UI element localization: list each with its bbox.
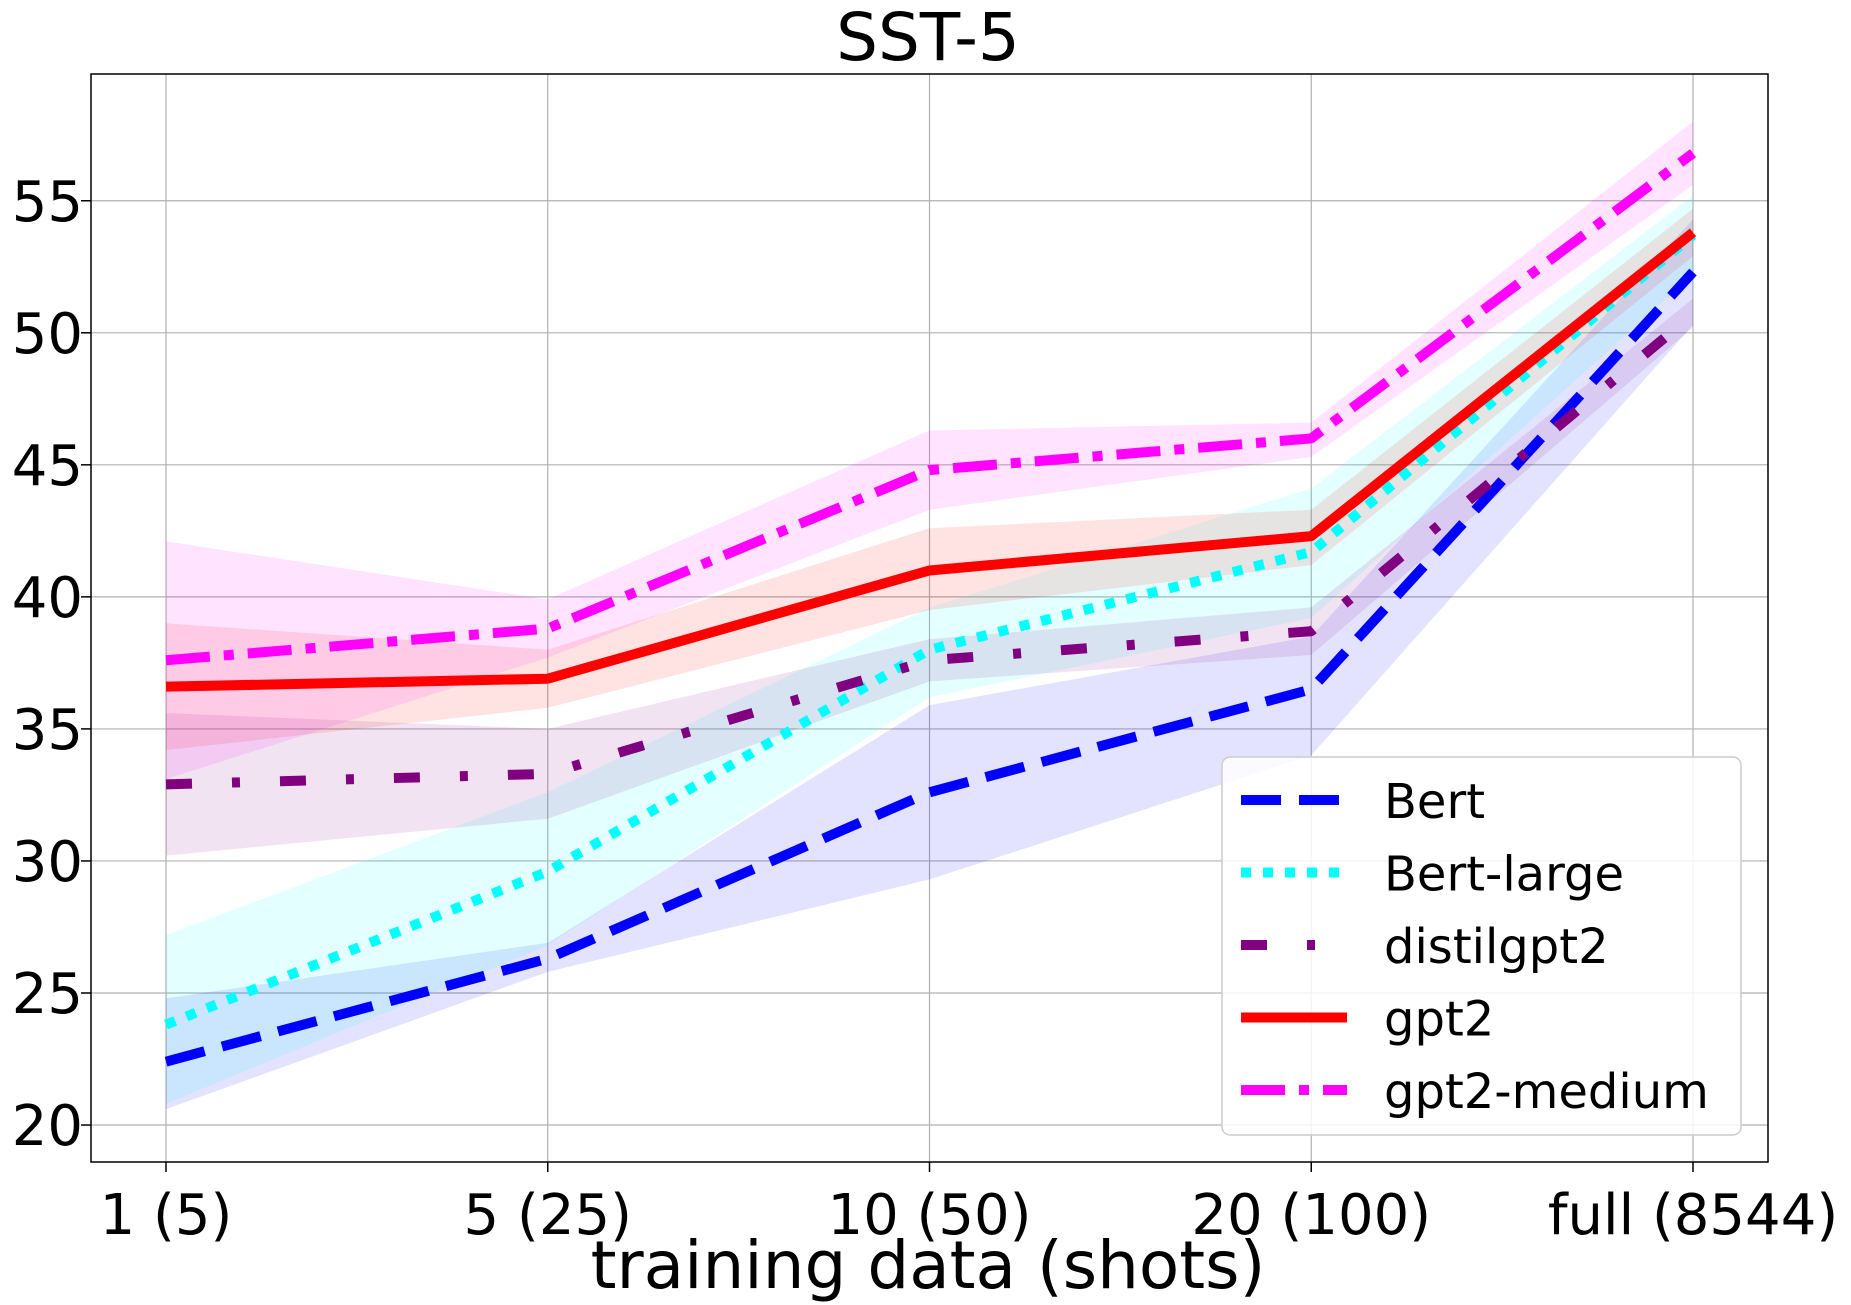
point-gpt2-medium	[165, 659, 167, 661]
point-gpt2-medium	[1692, 152, 1694, 154]
y-tick-label: 30	[12, 830, 83, 895]
x-axis-label: training data (shots)	[591, 1227, 1266, 1304]
chart-title: SST-5	[836, 0, 1020, 76]
point-distilgpt2	[165, 783, 167, 785]
x-tick-label: 5 (25)	[464, 1183, 632, 1248]
series-lines	[164, 149, 1697, 1067]
y-tick-label: 40	[12, 566, 83, 631]
line-bert-large	[164, 231, 1697, 1030]
point-distilgpt2	[547, 773, 549, 775]
legend-label-gpt2-medium: gpt2-medium	[1384, 1064, 1709, 1120]
band-bert	[166, 219, 1693, 1110]
y-tick-label: 25	[12, 962, 83, 1027]
point-bert	[1310, 688, 1312, 690]
point-bert-large	[165, 1024, 167, 1026]
y-tick-label: 55	[12, 170, 83, 235]
axis-ticks: 20 25 30 35 40 45 50 55 1 (5) 5 (25) 10 (50) 20 (10…	[12, 170, 1838, 1248]
point-bert	[547, 958, 549, 960]
point-bert-large	[547, 871, 549, 873]
x-tick-label: 10 (50)	[827, 1183, 1031, 1248]
point-distilgpt2	[929, 659, 931, 661]
point-gpt2	[929, 569, 931, 571]
legend-label-bert-large: Bert-large	[1384, 847, 1624, 903]
band-gpt2-medium	[166, 121, 1693, 780]
point-bert	[929, 791, 931, 793]
line-bert	[164, 268, 1697, 1067]
point-distilgpt2	[1692, 313, 1694, 315]
point-distilgpt2	[1310, 630, 1312, 632]
line-gpt2	[165, 228, 1697, 692]
line-gpt2-medium	[165, 149, 1696, 666]
y-tick-label: 35	[12, 698, 83, 763]
legend-frame	[1221, 756, 1742, 1136]
point-gpt2-medium	[1310, 437, 1312, 439]
point-gpt2-medium	[547, 628, 549, 630]
confidence-bands	[166, 121, 1693, 1110]
legend-label-distilgpt2: distilgpt2	[1384, 919, 1609, 975]
band-distilgpt2	[166, 298, 1693, 856]
point-bert	[1692, 271, 1694, 273]
point-bert-large	[1310, 551, 1312, 553]
point-bert-large	[929, 649, 931, 651]
x-tick-label: 1 (5)	[100, 1183, 233, 1248]
legend: Bert Bert-large distilgpt2 gpt2 gpt2-medium	[1221, 756, 1742, 1136]
point-gpt2	[1310, 535, 1312, 537]
point-bert	[165, 1061, 167, 1063]
point-gpt2	[1692, 231, 1694, 233]
legend-label-gpt2: gpt2	[1384, 992, 1494, 1048]
point-gpt2	[165, 686, 167, 688]
y-tick-label: 50	[12, 302, 83, 367]
point-gpt2	[547, 678, 549, 680]
band-bert-large	[166, 195, 1693, 1104]
point-gpt2-medium	[929, 469, 931, 471]
x-tick-label: full (8544)	[1548, 1183, 1838, 1248]
legend-label-bert: Bert	[1384, 774, 1485, 830]
y-tick-label: 45	[12, 434, 83, 499]
x-tick-label: 20 (100)	[1191, 1183, 1431, 1248]
y-tick-label: 20	[12, 1094, 83, 1159]
